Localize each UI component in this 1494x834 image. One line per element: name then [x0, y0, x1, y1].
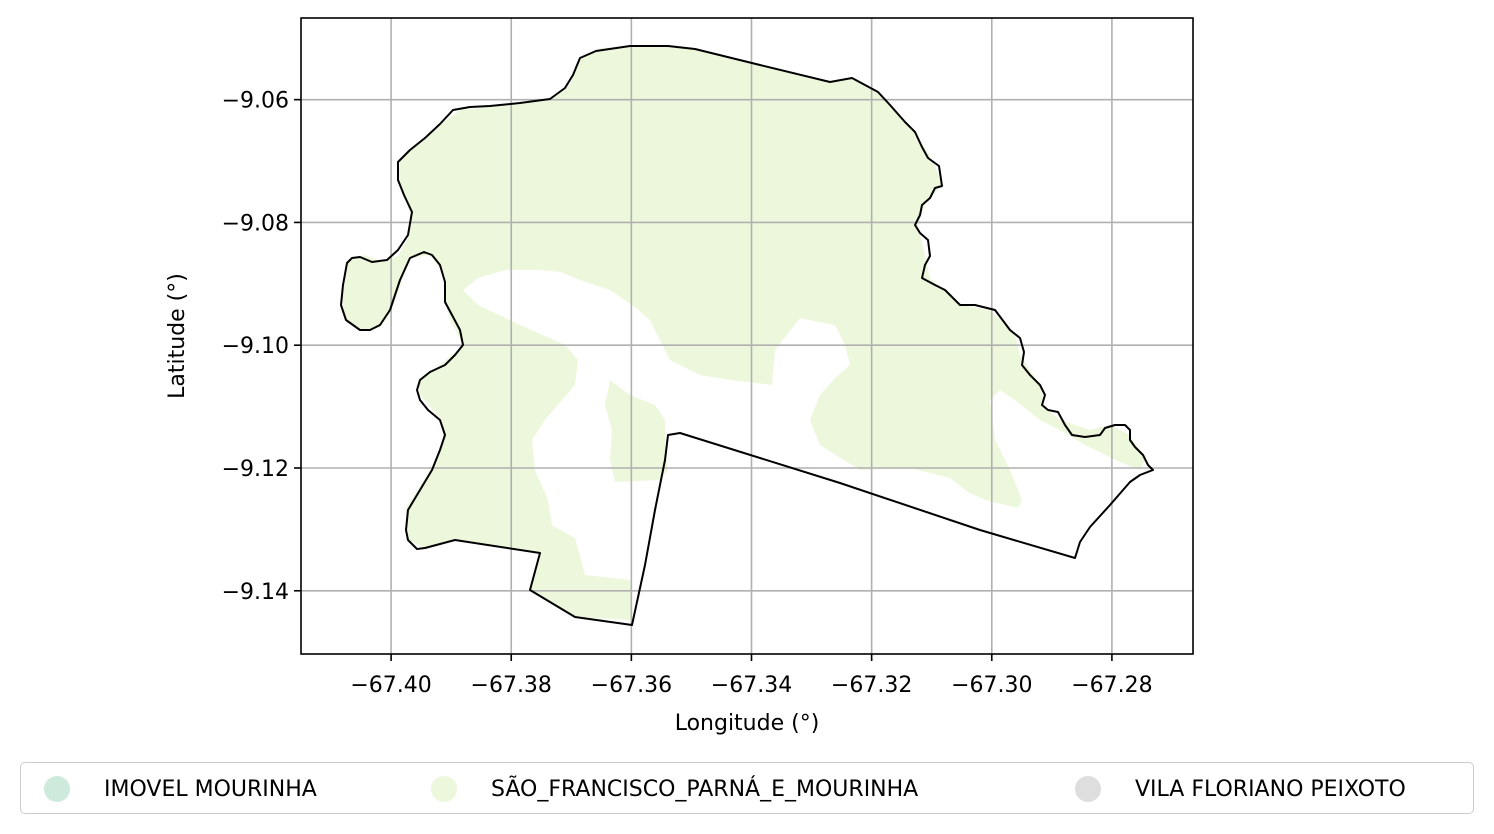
legend-item-imovel-mourinha: IMOVEL MOURINHA	[44, 763, 317, 815]
legend-marker-sao-francisco	[431, 776, 457, 802]
legend-item-sao-francisco: SÃO_FRANCISCO_PARNÁ_E_MOURINHA	[431, 763, 918, 815]
region-boundary	[340, 45, 1154, 626]
y-tick-label: −9.06	[222, 89, 289, 114]
land-cover-fill-center	[605, 380, 668, 482]
plot-frame	[300, 17, 1194, 655]
legend-label: IMOVEL MOURINHA	[104, 776, 317, 802]
y-tick-label: −9.10	[222, 334, 289, 359]
x-tick-label: −67.28	[1071, 673, 1152, 698]
legend: IMOVEL MOURINHA SÃO_FRANCISCO_PARNÁ_E_MO…	[20, 762, 1474, 814]
legend-item-vila-floriano-peixoto: VILA FLORIANO PEIXOTO	[1075, 763, 1406, 815]
legend-marker-vila-floriano	[1075, 776, 1101, 802]
x-tick-label: −67.34	[711, 673, 792, 698]
x-axis-label: Longitude (°)	[675, 711, 820, 736]
x-tick-label: −67.36	[591, 673, 672, 698]
y-axis-label: Latitude (°)	[165, 273, 190, 399]
map-figure: −67.40 −67.38 −67.36 −67.34 −67.32 −67.30 −67.…	[165, 17, 1194, 736]
legend-label: VILA FLORIANO PEIXOTO	[1135, 776, 1406, 802]
legend-label: SÃO_FRANCISCO_PARNÁ_E_MOURINHA	[491, 776, 919, 802]
x-tick-label: −67.30	[951, 673, 1032, 698]
x-tick-label: −67.40	[350, 673, 431, 698]
x-tick-label: −67.38	[471, 673, 552, 698]
y-tick-label: −9.12	[222, 457, 289, 482]
x-axis-ticks: −67.40 −67.38 −67.36 −67.34 −67.32 −67.30 −67.…	[350, 654, 1153, 698]
x-tick-label: −67.32	[831, 673, 912, 698]
land-cover-layer	[342, 46, 1145, 620]
y-axis-ticks: −9.06 −9.08 −9.10 −9.12 −9.14	[222, 89, 301, 605]
land-cover-fill	[342, 46, 1145, 620]
y-tick-label: −9.08	[222, 211, 289, 236]
y-tick-label: −9.14	[222, 580, 289, 605]
legend-marker-imovel-mourinha	[44, 776, 70, 802]
gridlines	[301, 18, 1193, 654]
